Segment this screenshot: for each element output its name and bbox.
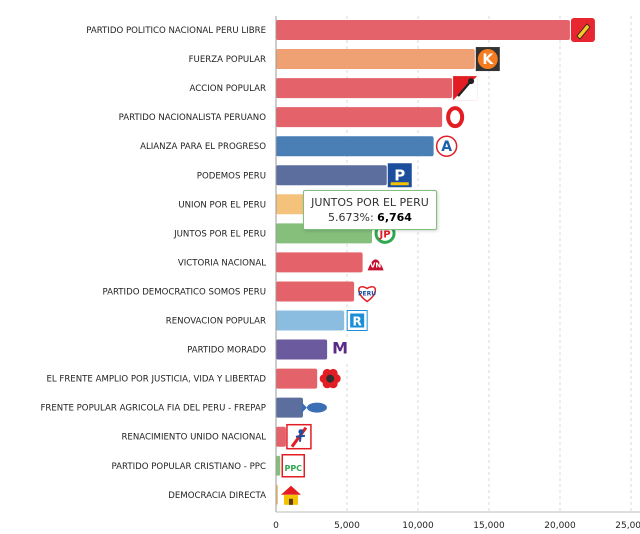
x-tick-label: 10,000	[402, 521, 434, 531]
bar[interactable]	[276, 49, 475, 70]
bar[interactable]	[276, 310, 345, 331]
x-axis-ticks: 0 5,000 10,000 15,000 20,000 25,000	[273, 521, 640, 531]
bar[interactable]	[276, 136, 434, 157]
category-label: PARTIDO NACIONALISTA PERUANO	[119, 113, 267, 123]
tooltip-value-line: 5.673%: 6,764	[304, 210, 436, 225]
r-logo-icon: R	[346, 310, 368, 331]
category-labels: PARTIDO POLITICO NACIONAL PERU LIBRE FUER…	[40, 26, 266, 501]
bars	[276, 20, 570, 505]
bar[interactable]	[276, 78, 453, 99]
category-label: PARTIDO DEMOCRATICO SOMOS PERU	[102, 287, 266, 297]
ppc-logo-icon: PPC	[281, 454, 306, 478]
bar[interactable]	[276, 165, 387, 186]
category-label: RENOVACION POPULAR	[166, 317, 266, 327]
x-tick-label: 15,000	[473, 521, 505, 531]
svg-text:A: A	[441, 139, 452, 155]
bar[interactable]	[276, 281, 355, 302]
bar[interactable]	[276, 20, 570, 40]
svg-text:R: R	[353, 315, 362, 329]
svg-text:VN: VN	[370, 261, 381, 269]
p-logo-icon: P	[387, 163, 412, 188]
category-label: FRENTE POPULAR AGRICOLA FIA DEL PERU - F…	[40, 404, 266, 414]
o-logo-icon	[443, 105, 468, 130]
m-logo-icon: M	[328, 337, 353, 362]
category-label: ACCION POPULAR	[190, 84, 266, 94]
svg-text:PPC: PPC	[284, 464, 302, 473]
category-label: UNION POR EL PERU	[178, 200, 266, 210]
category-label: PARTIDO POLITICO NACIONAL PERU LIBRE	[86, 26, 266, 36]
category-label: VICTORIA NACIONAL	[178, 258, 266, 268]
bar[interactable]	[276, 368, 318, 389]
svg-text:M: M	[332, 339, 348, 358]
category-label: DEMOCRACIA DIRECTA	[168, 491, 266, 501]
svg-text:K: K	[482, 52, 494, 68]
bar[interactable]	[276, 339, 328, 360]
run-logo-icon	[286, 423, 312, 450]
svg-text:PERU: PERU	[358, 290, 376, 297]
bar[interactable]	[276, 107, 443, 128]
house-logo-icon	[281, 485, 301, 505]
a-logo-icon: A	[435, 135, 458, 157]
category-label: PARTIDO MORADO	[187, 346, 266, 356]
pencil-icon	[570, 18, 595, 42]
svg-text:JP: JP	[379, 229, 391, 240]
category-label: ALIANZA PARA EL PROGRESO	[140, 142, 266, 152]
k-logo-icon: K	[475, 47, 500, 72]
tooltip-percent: 5.673%:	[328, 211, 374, 224]
category-label: EL FRENTE AMPLIO POR JUSTICIA, VIDA Y LI…	[46, 375, 266, 385]
x-tick-label: 0	[273, 521, 279, 531]
tooltip: JUNTOS POR EL PERU 5.673%: 6,764	[303, 190, 437, 230]
flower-logo-icon	[319, 368, 341, 389]
category-label: RENACIMIENTO UNIDO NACIONAL	[121, 433, 266, 443]
category-label: FUERZA POPULAR	[189, 55, 266, 65]
tooltip-title: JUNTOS POR EL PERU	[311, 196, 429, 209]
category-label: JUNTOS POR EL PERU	[173, 229, 266, 239]
fish-logo-icon	[301, 402, 327, 413]
tooltip-value: 6,764	[377, 211, 412, 224]
x-tick-label: 25,000	[615, 521, 640, 531]
vn-logo-icon: VN	[367, 259, 384, 271]
svg-text:P: P	[394, 166, 405, 184]
bar[interactable]	[276, 455, 281, 476]
bar[interactable]	[276, 252, 363, 273]
category-label: PODEMOS PERU	[197, 171, 266, 181]
bar[interactable]	[276, 426, 286, 447]
shovel-icon	[453, 76, 478, 101]
somos-peru-logo-icon: PERU	[358, 286, 376, 303]
category-label: PARTIDO POPULAR CRISTIANO - PPC	[112, 462, 267, 472]
x-tick-label: 5,000	[334, 521, 360, 531]
x-tick-label: 20,000	[544, 521, 576, 531]
bar[interactable]	[276, 397, 303, 418]
